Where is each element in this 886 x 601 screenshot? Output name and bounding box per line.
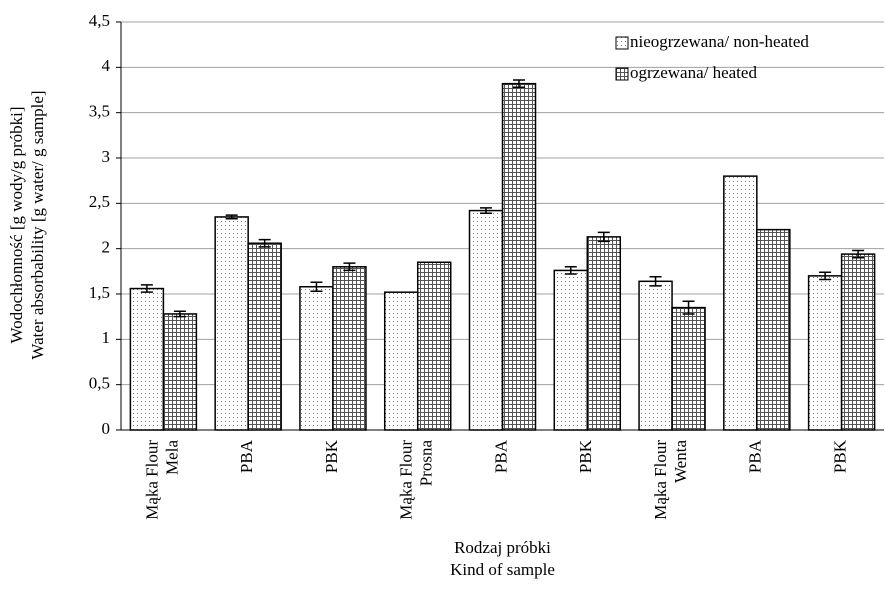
y-tick-label: 0,5 [89, 374, 110, 393]
error-bar [173, 310, 186, 318]
bar [299, 285, 334, 431]
error-bar [852, 249, 865, 259]
bar [756, 228, 791, 431]
x-tick-label: PBK [831, 439, 850, 473]
bar [247, 242, 282, 431]
error-bar [310, 281, 323, 293]
x-tick-label: Prosna [417, 440, 436, 487]
y-tick-label: 4,5 [89, 11, 110, 30]
x-tick-label: PBA [746, 439, 765, 473]
y-tick-label: 1 [102, 328, 111, 347]
bar [129, 287, 165, 431]
y-tick-label: 1,5 [89, 283, 110, 302]
error-bar [564, 266, 577, 275]
x-tick-label-group: PBA [237, 439, 256, 473]
x-tick-label-group: PBA [746, 439, 765, 473]
x-tick-label: Mąka Flour [397, 440, 416, 520]
x-tick-label: Mela [162, 440, 181, 475]
x-tick-label-group: PBK [831, 439, 850, 473]
error-bar [343, 262, 356, 272]
x-tick-label: Wenta [671, 440, 690, 483]
legend-swatch [615, 36, 629, 50]
bar [501, 82, 537, 431]
legend-swatch [615, 67, 629, 81]
bar [416, 261, 452, 431]
y-tick-label: 4 [102, 56, 111, 75]
y-tick-label: 0 [102, 419, 111, 438]
y-tick-label: 3,5 [89, 102, 110, 121]
error-bar [597, 231, 610, 243]
bar [671, 306, 706, 431]
x-tick-label: PBA [491, 439, 510, 473]
x-tick-label: Mąka Flour [651, 440, 670, 520]
bar [214, 216, 249, 431]
bar [468, 209, 504, 431]
bar [586, 236, 622, 431]
y-tick-label: 2 [102, 238, 111, 257]
x-tick-label: Mąka Flour [142, 440, 161, 520]
x-axis-title: Kind of sample [450, 560, 555, 579]
y-axis-title: Water absorbability [g water/ g sample] [28, 90, 47, 359]
bar [840, 253, 876, 431]
x-tick-label-group: PBA [491, 439, 510, 473]
x-tick-label: PBA [237, 439, 256, 473]
error-bar [480, 207, 492, 215]
error-bar [649, 276, 662, 287]
bar [807, 275, 843, 431]
x-tick-label-group: Mąka Flour Prosna [397, 440, 436, 520]
x-tick-label: PBK [322, 439, 341, 473]
legend-label: nieogrzewana/ non-heated [630, 32, 809, 51]
error-bar [140, 284, 153, 293]
error-bar [258, 238, 271, 248]
error-bar [225, 214, 238, 220]
y-tick-label: 3 [102, 147, 111, 166]
x-axis-title: Rodzaj próbki [454, 538, 551, 557]
bar [553, 269, 589, 431]
bar [723, 175, 758, 431]
x-tick-label: PBK [576, 439, 595, 473]
bar [383, 291, 419, 431]
x-tick-label-group: Mąka Flour Wenta [651, 440, 690, 520]
x-tick-label-group: PBK [322, 439, 341, 473]
y-axis-title: Wodochłonność [g wody/g próbki] [7, 106, 26, 343]
bar [162, 313, 198, 431]
x-tick-label-group: PBK [576, 439, 595, 473]
error-bar [819, 271, 832, 281]
bar [332, 266, 367, 431]
legend-label: ogrzewana/ heated [630, 63, 757, 82]
x-tick-label-group: Mąka Flour Mela [142, 440, 181, 520]
bar [638, 280, 673, 431]
error-bar [513, 79, 525, 89]
error-bar [682, 300, 695, 315]
y-tick-label: 2,5 [89, 192, 110, 211]
